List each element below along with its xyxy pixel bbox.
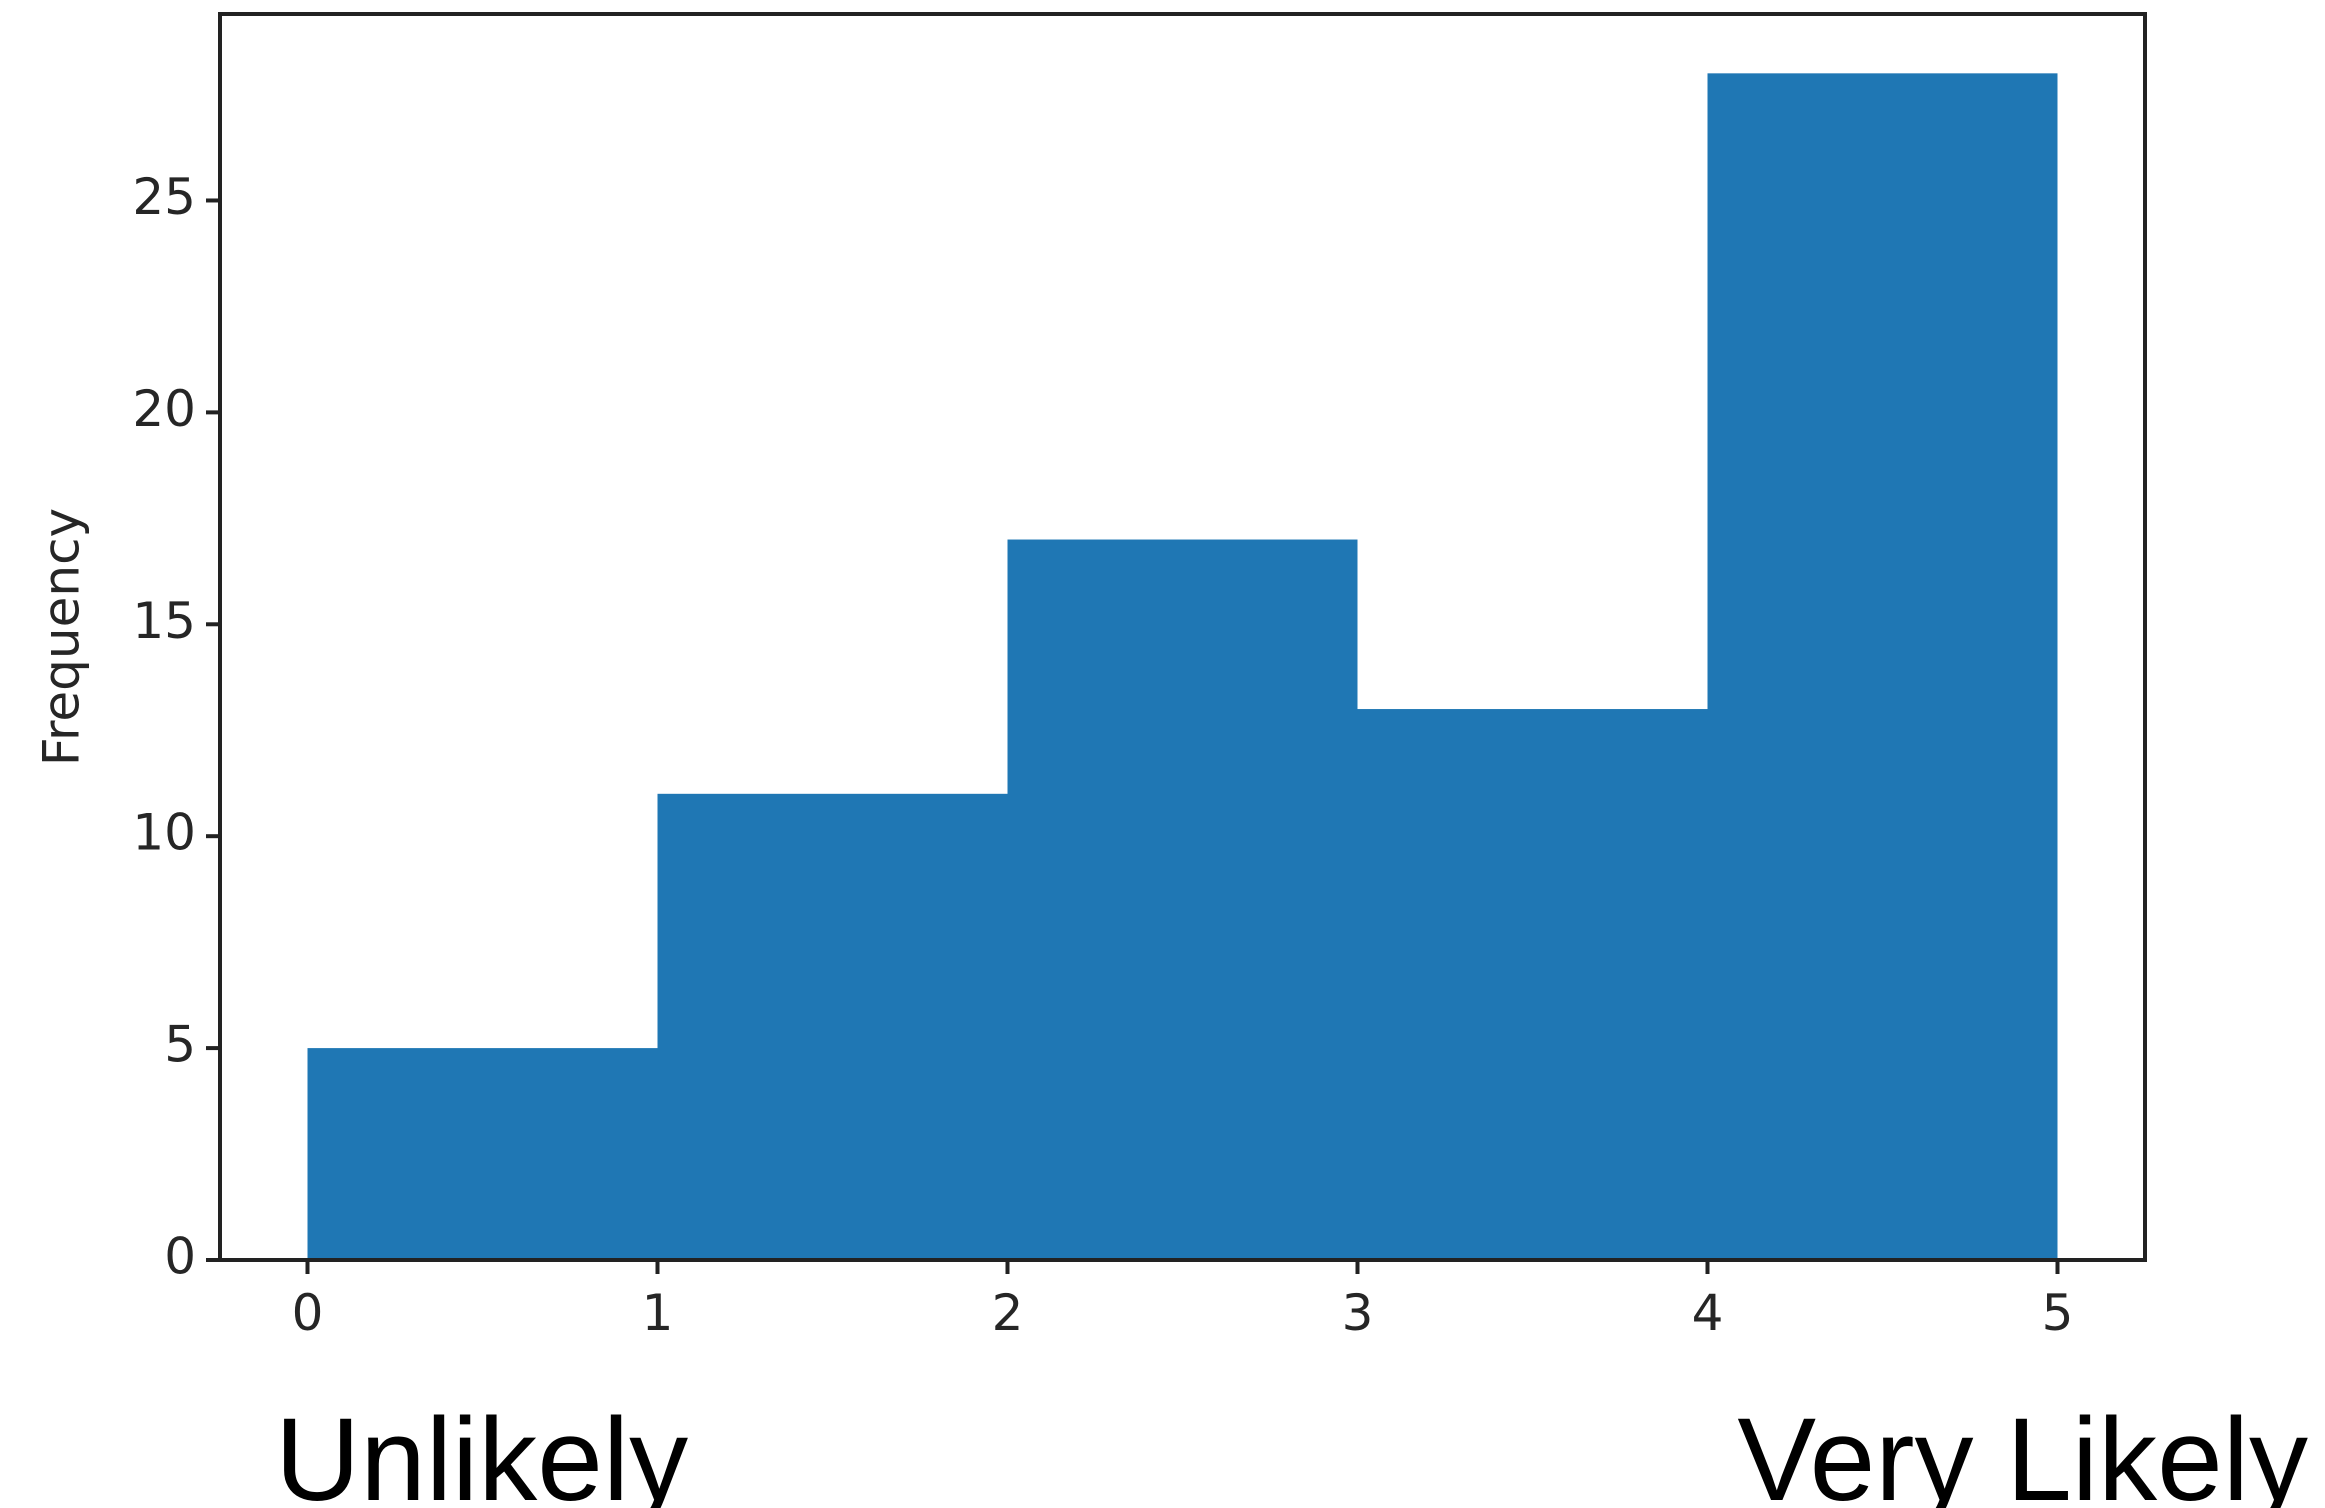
x-tick-label-4: 4 bbox=[1692, 1284, 1724, 1342]
y-tick-label-2: 10 bbox=[132, 804, 196, 862]
x-tick-label-3: 3 bbox=[1342, 1284, 1374, 1342]
histogram-bar-4 bbox=[1707, 73, 2058, 1260]
histogram-bar-0 bbox=[307, 1048, 658, 1260]
ticks: 0 1 2 3 4 5 0 5 10 15 20 25 bbox=[132, 168, 2073, 1342]
y-tick-label-1: 5 bbox=[164, 1016, 196, 1074]
y-tick-label-0: 0 bbox=[164, 1228, 196, 1286]
y-tick-label-4: 20 bbox=[132, 380, 196, 438]
x-tick-label-5: 5 bbox=[2042, 1284, 2074, 1342]
y-axis-label: Frequency bbox=[33, 508, 91, 766]
histogram-bar-1 bbox=[657, 793, 1008, 1260]
histogram-bar-3 bbox=[1357, 709, 1708, 1260]
histogram-bar-2 bbox=[1007, 539, 1358, 1260]
annotation-very-likely: Very Likely bbox=[1737, 1394, 2308, 1508]
x-tick-label-1: 1 bbox=[642, 1284, 674, 1342]
y-tick-label-5: 25 bbox=[132, 168, 196, 226]
annotation-unlikely: Unlikely bbox=[275, 1394, 688, 1508]
y-tick-label-3: 15 bbox=[132, 592, 196, 650]
bars bbox=[307, 73, 2058, 1260]
x-tick-label-2: 2 bbox=[992, 1284, 1024, 1342]
plot-frame bbox=[218, 12, 2147, 1262]
x-tick-label-0: 0 bbox=[292, 1284, 324, 1342]
